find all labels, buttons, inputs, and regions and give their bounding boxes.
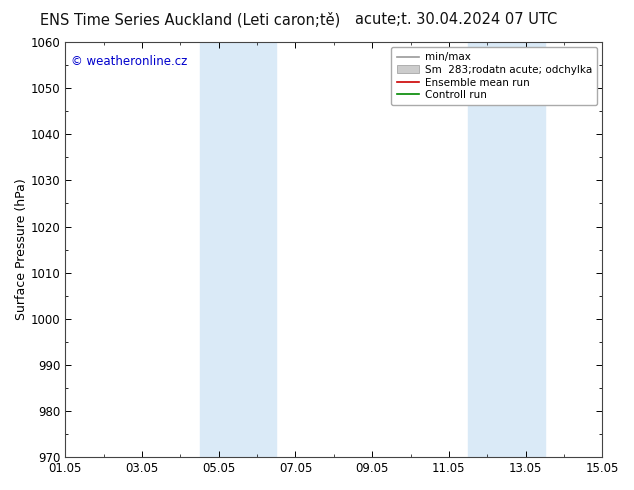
Text: ENS Time Series Auckland (Leti caron;tě): ENS Time Series Auckland (Leti caron;tě): [40, 12, 340, 28]
Bar: [200, 42, 276, 457]
Text: © weatheronline.cz: © weatheronline.cz: [71, 54, 187, 68]
Y-axis label: Surface Pressure (hPa): Surface Pressure (hPa): [15, 179, 28, 320]
Legend: min/max, Sm  283;rodatn acute; odchylka, Ensemble mean run, Controll run: min/max, Sm 283;rodatn acute; odchylka, …: [391, 47, 597, 105]
Bar: [468, 42, 545, 457]
Text: acute;t. 30.04.2024 07 UTC: acute;t. 30.04.2024 07 UTC: [355, 12, 558, 27]
